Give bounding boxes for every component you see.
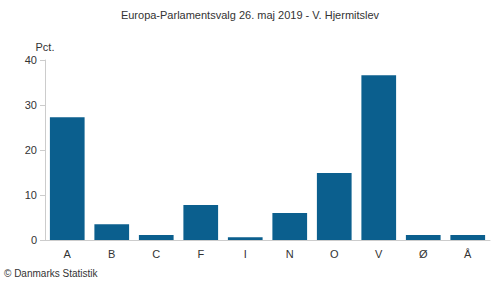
- svg-text:Å: Å: [464, 248, 472, 260]
- svg-text:Europa-Parlamentsvalg 26. maj: Europa-Parlamentsvalg 26. maj 2019 - V. …: [121, 9, 380, 21]
- svg-text:N: N: [286, 248, 294, 260]
- svg-text:B: B: [108, 248, 115, 260]
- svg-text:Ø: Ø: [419, 248, 428, 260]
- svg-text:30: 30: [25, 99, 37, 111]
- svg-text:© Danmarks Statistik: © Danmarks Statistik: [4, 268, 99, 279]
- svg-text:F: F: [197, 248, 204, 260]
- svg-text:I: I: [244, 248, 247, 260]
- svg-text:C: C: [152, 248, 160, 260]
- svg-text:A: A: [64, 248, 72, 260]
- svg-text:Pct.: Pct.: [36, 41, 55, 53]
- svg-text:V: V: [375, 248, 383, 260]
- svg-text:40: 40: [25, 54, 37, 66]
- svg-text:10: 10: [25, 189, 37, 201]
- svg-text:0: 0: [31, 234, 37, 246]
- svg-text:20: 20: [25, 144, 37, 156]
- svg-text:O: O: [330, 248, 339, 260]
